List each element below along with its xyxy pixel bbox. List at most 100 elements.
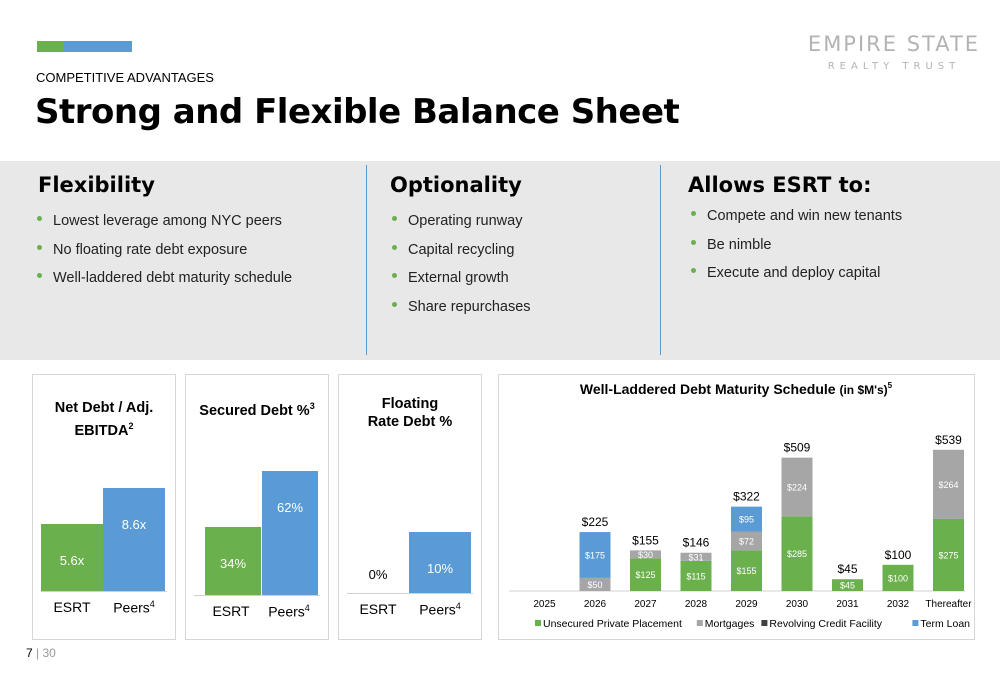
- tick-label: 2030: [786, 599, 809, 610]
- bar-segment: [680, 552, 712, 561]
- bar-peers: [409, 532, 471, 593]
- category-label-peers: Peers4: [419, 601, 461, 618]
- bar-peers: [262, 471, 318, 595]
- total-label: $225: [582, 515, 609, 529]
- tick-label: 2026: [584, 599, 607, 610]
- data-label: $155: [736, 566, 756, 576]
- bar-segment: [579, 532, 611, 578]
- tick-label: 2031: [836, 599, 859, 610]
- data-label: $45: [840, 581, 855, 591]
- data-label-esrt: 0%: [368, 567, 388, 582]
- data-label: $50: [587, 580, 602, 590]
- chart-title: Net Debt / Adj. EBITDA2: [54, 400, 154, 439]
- data-label-esrt: 5.6x: [59, 552, 85, 568]
- baseline: [347, 593, 473, 594]
- floating-rate-chart: Floating Rate Debt % 0% 10% ESRT Peers4: [338, 374, 482, 640]
- data-label: $31: [688, 552, 703, 562]
- legend-swatch: [696, 620, 703, 626]
- optionality-heading: Optionality: [390, 173, 522, 197]
- data-label: $175: [585, 550, 605, 560]
- bar-segment: [781, 457, 813, 517]
- bar-segment: [933, 518, 964, 591]
- optionality-list: Operating runway Capital recycling Exter…: [392, 212, 531, 326]
- flexibility-list: Lowest leverage among NYC peers No float…: [37, 212, 292, 298]
- bar-segment: [731, 531, 762, 551]
- list-item: Execute and deploy capital: [691, 264, 902, 293]
- list-item: Well-laddered debt maturity schedule: [37, 269, 292, 298]
- secured-debt-chart: Secured Debt %3 34% 62% ESRT Peers4: [185, 374, 329, 640]
- tick-label: 2028: [685, 599, 708, 610]
- bar-peers: [103, 487, 165, 591]
- data-label: $224: [787, 482, 807, 492]
- bar-segment: [680, 560, 712, 591]
- data-label: $95: [739, 515, 754, 525]
- list-item: Capital recycling: [392, 241, 531, 270]
- data-label: $264: [938, 480, 958, 490]
- data-label-peers: 8.6x: [121, 516, 147, 532]
- legend-swatch: [535, 620, 541, 626]
- legend-entry: Unsecured Private Placement: [543, 618, 682, 630]
- tick-label: 2032: [887, 599, 910, 610]
- baseline: [194, 595, 320, 596]
- total-label: $322: [733, 490, 760, 504]
- total-label: $100: [885, 548, 912, 562]
- bar-segment: [630, 558, 661, 591]
- category-label-peers: Peers4: [113, 599, 155, 616]
- category-label-peers: Peers4: [268, 603, 310, 620]
- net-debt-ebitda-chart: Net Debt / Adj. EBITDA2 5.6x 8.6x ESRT P…: [32, 374, 176, 640]
- accent-bar-blue: [64, 41, 132, 52]
- category-label-esrt: ESRT: [53, 599, 91, 615]
- data-label: $100: [888, 573, 908, 583]
- page-title: Strong and Flexible Balance Sheet: [35, 92, 680, 132]
- total-label: $45: [837, 562, 857, 576]
- bar-segment: [832, 579, 863, 591]
- chart-title: Floating Rate Debt %: [367, 396, 453, 430]
- column-divider: [366, 165, 367, 355]
- data-label-peers: 10%: [426, 561, 454, 576]
- bar-segment: [579, 577, 611, 591]
- tick-label: 2025: [533, 599, 556, 610]
- list-item: Be nimble: [691, 236, 902, 265]
- bar-segment: [731, 550, 762, 591]
- data-label: $30: [638, 550, 653, 560]
- section-eyebrow: COMPETITIVE ADVANTAGES: [36, 70, 214, 85]
- list-item: No floating rate debt exposure: [37, 241, 292, 270]
- flexibility-heading: Flexibility: [38, 173, 155, 197]
- data-label: $285: [787, 549, 807, 559]
- bar-segment: [882, 564, 914, 591]
- accent-bar-green: [37, 41, 64, 52]
- data-label-peers: 62%: [276, 500, 304, 515]
- chart-title: Secured Debt %3: [199, 401, 315, 419]
- legend-entry: Mortgages: [705, 618, 755, 630]
- total-label: $146: [683, 536, 710, 550]
- data-label: $72: [739, 536, 754, 546]
- list-item: Lowest leverage among NYC peers: [37, 212, 292, 241]
- page-number: 7 | 30: [26, 646, 56, 660]
- logo-subtitle: REALTY TRUST: [827, 61, 961, 72]
- bar-segment: [731, 506, 762, 532]
- legend-entry: Term Loan: [920, 618, 970, 630]
- data-label: $125: [635, 570, 655, 580]
- tick-label: 2027: [634, 599, 657, 610]
- bar-esrt: [41, 523, 103, 591]
- logo-wordmark: EMPIRE STATE: [807, 32, 981, 56]
- chart-title: Well-Laddered Debt Maturity Schedule (in…: [580, 381, 893, 397]
- allows-esrt-list: Compete and win new tenants Be nimble Ex…: [691, 207, 902, 293]
- maturity-svg: Well-Laddered Debt Maturity Schedule (in…: [509, 381, 972, 630]
- bar-esrt: [205, 527, 261, 595]
- data-label: $275: [938, 550, 958, 560]
- column-divider: [660, 165, 661, 355]
- legend-entry: Revolving Credit Facility: [769, 618, 882, 630]
- tick-label: Thereafter: [925, 599, 972, 610]
- total-label: $509: [784, 441, 811, 455]
- category-label-esrt: ESRT: [212, 603, 250, 619]
- list-item: Operating runway: [392, 212, 531, 241]
- total-label: $155: [632, 533, 659, 547]
- legend-swatch: [761, 620, 768, 626]
- category-label-esrt: ESRT: [359, 601, 397, 617]
- total-label: $539: [935, 433, 962, 447]
- data-label-esrt: 34%: [219, 556, 247, 571]
- maturity-schedule-chart: Well-Laddered Debt Maturity Schedule (in…: [498, 374, 975, 640]
- allows-esrt-heading: Allows ESRT to:: [688, 173, 872, 197]
- advantages-band: [0, 161, 1000, 360]
